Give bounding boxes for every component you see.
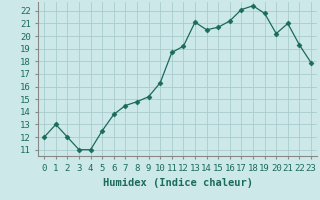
X-axis label: Humidex (Indice chaleur): Humidex (Indice chaleur) [103,178,252,188]
